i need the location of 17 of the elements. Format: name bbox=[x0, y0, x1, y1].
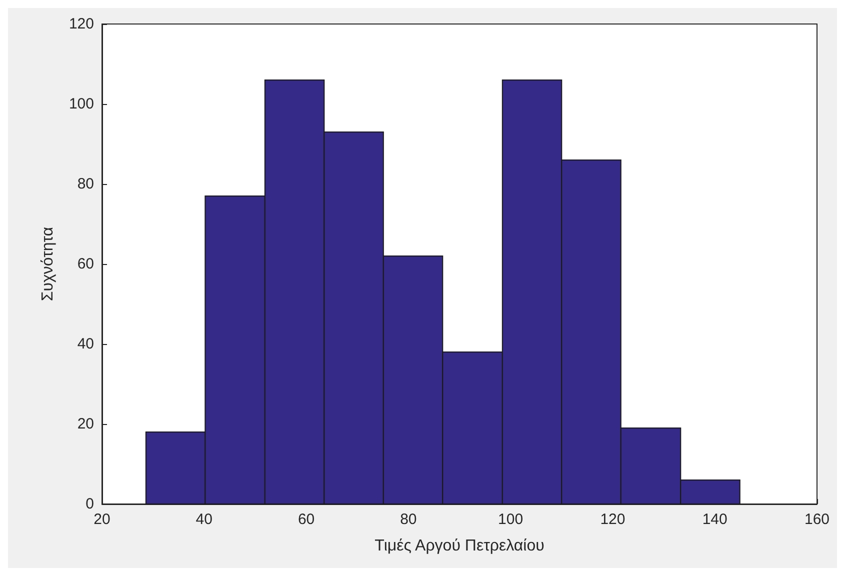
y-tick-label: 40 bbox=[77, 336, 94, 352]
x-tick-label: 160 bbox=[804, 511, 830, 528]
x-tick-label: 60 bbox=[298, 511, 315, 528]
x-tick-label: 100 bbox=[498, 511, 524, 528]
x-tick-label: 120 bbox=[600, 511, 626, 528]
y-tick-label: 80 bbox=[77, 176, 94, 192]
y-tick-label: 60 bbox=[77, 256, 94, 272]
x-tick-label: 140 bbox=[702, 511, 728, 528]
y-tick-label: 0 bbox=[86, 496, 94, 512]
y-axis-title: Συχνότητα bbox=[40, 226, 56, 302]
y-tick-label: 20 bbox=[77, 416, 94, 432]
y-tick-label: 100 bbox=[68, 96, 94, 112]
x-axis-title: Τιμές Αργού Πετρελαίου bbox=[374, 538, 544, 554]
y-tick-label: 120 bbox=[68, 16, 94, 32]
x-tick-label: 40 bbox=[196, 511, 212, 528]
x-tick-label: 80 bbox=[400, 511, 417, 528]
x-tick-label: 20 bbox=[94, 511, 110, 528]
